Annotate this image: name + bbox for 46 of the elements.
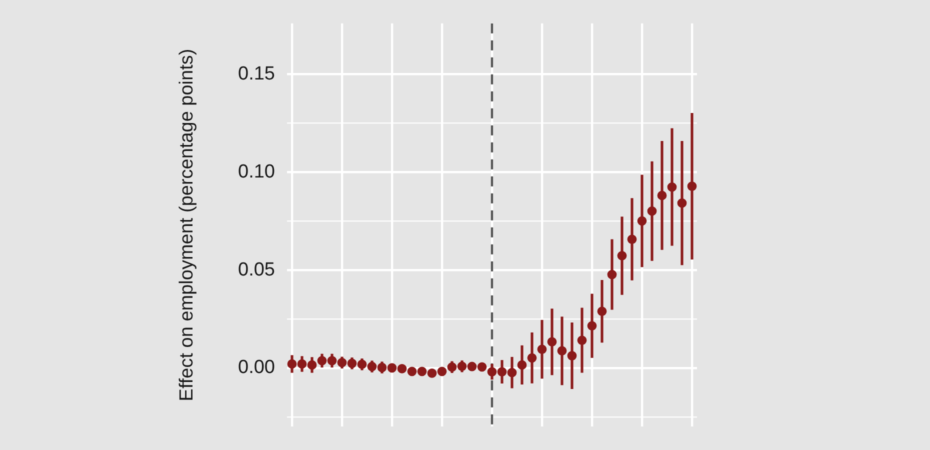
point <box>687 182 697 191</box>
point <box>537 344 547 354</box>
point <box>467 362 477 372</box>
point <box>607 270 617 280</box>
point <box>577 336 587 345</box>
point <box>437 366 447 376</box>
point <box>597 306 607 316</box>
point <box>647 206 657 216</box>
point <box>427 368 437 378</box>
point <box>617 251 627 260</box>
point <box>477 362 487 372</box>
point <box>557 346 567 356</box>
point <box>637 216 647 226</box>
point <box>677 198 687 208</box>
point <box>337 358 347 368</box>
point <box>327 356 337 366</box>
point <box>457 362 467 372</box>
point <box>527 353 537 363</box>
point <box>567 351 577 360</box>
point <box>347 358 357 368</box>
point <box>317 356 327 366</box>
y-axis-title: Effect on employment (percentage points) <box>176 48 198 402</box>
point <box>667 182 677 192</box>
point <box>517 360 527 370</box>
point <box>357 360 367 370</box>
point <box>367 362 377 372</box>
point <box>497 367 507 376</box>
point <box>377 362 387 372</box>
point <box>627 234 637 244</box>
y-tick-label: 0.05 <box>238 259 275 280</box>
point <box>407 366 417 376</box>
point <box>487 367 497 376</box>
y-tick-label: 0.10 <box>238 161 275 182</box>
point <box>447 362 457 372</box>
point <box>587 321 597 330</box>
point <box>507 368 517 378</box>
point <box>307 360 317 370</box>
y-tick-label: 0.00 <box>238 357 275 378</box>
point <box>397 364 407 374</box>
point <box>547 337 557 347</box>
point <box>657 190 667 200</box>
y-tick-label: 0.15 <box>238 64 275 85</box>
point <box>297 359 307 369</box>
point <box>387 363 397 373</box>
point <box>417 366 427 376</box>
point <box>287 359 297 369</box>
